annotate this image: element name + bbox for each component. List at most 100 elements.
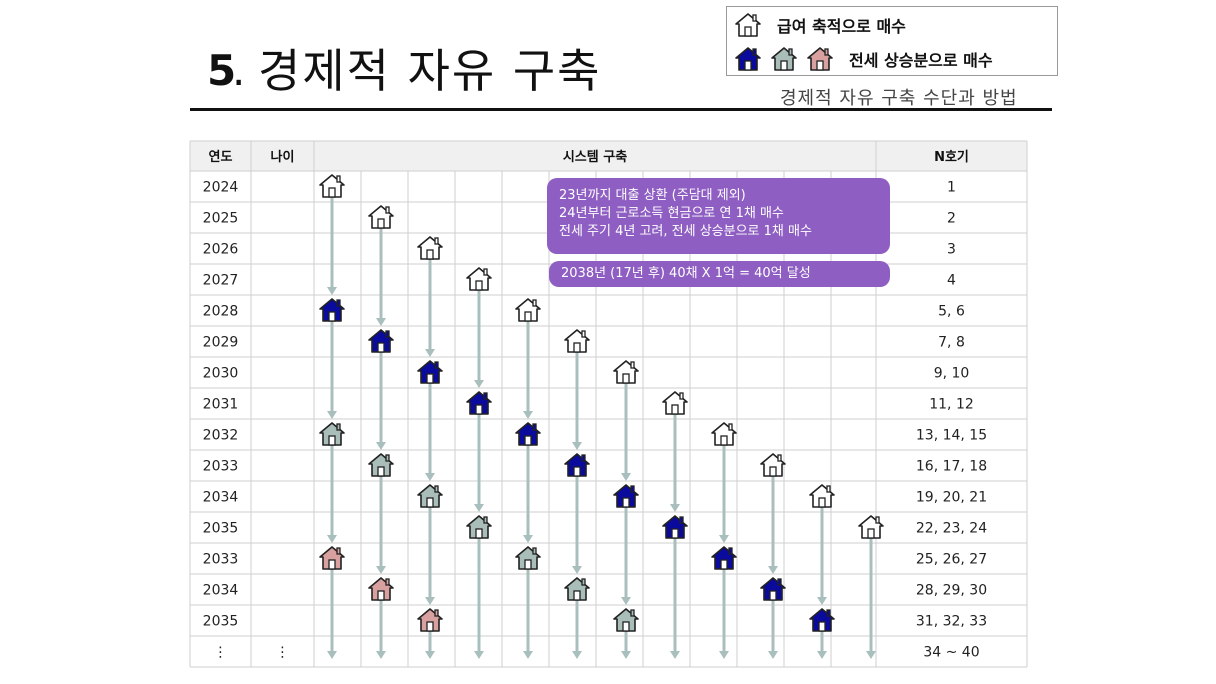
year-cell: 2029 (203, 335, 239, 351)
flow-arrowhead (621, 597, 631, 605)
year-cell: 2033 (203, 459, 239, 475)
house-icon (515, 422, 541, 446)
flow-arrowhead (670, 651, 680, 659)
flow-arrowhead (327, 411, 337, 419)
year-cell: 2033 (203, 552, 239, 568)
house-icon (858, 515, 884, 539)
flow-arrowhead (474, 504, 484, 512)
house-icon (735, 13, 761, 37)
flow-arrowhead (376, 651, 386, 659)
house-icon (368, 205, 394, 229)
flow-arrowhead (474, 651, 484, 659)
year-cell: ⋮ (214, 645, 228, 661)
flow-arrowhead (523, 411, 533, 419)
flow-arrowhead (670, 504, 680, 512)
nth-cell: 9, 10 (934, 366, 970, 382)
legend-label-salary: 급여 축적으로 매수 (777, 17, 906, 36)
flow-arrowhead (621, 651, 631, 659)
house-icon (368, 329, 394, 353)
house-icon (417, 360, 443, 384)
house-icon (809, 608, 835, 632)
house-icon (735, 47, 761, 71)
flow-arrowhead (768, 651, 778, 659)
house-icon (711, 422, 737, 446)
flow-arrowhead (768, 566, 778, 574)
flow-arrowhead (376, 318, 386, 326)
title-number: 5 (207, 46, 237, 95)
nth-cell: 25, 26, 27 (916, 552, 987, 568)
flow-arrowhead (523, 651, 533, 659)
house-icon (711, 546, 737, 570)
age-cell: ⋮ (276, 645, 290, 661)
year-cell: 2035 (203, 614, 239, 630)
year-cell: 2030 (203, 366, 239, 382)
house-icon (771, 47, 797, 71)
house-icon (760, 453, 786, 477)
year-cell: 2024 (203, 180, 239, 196)
table-header-bg (190, 141, 1027, 171)
house-icon (466, 515, 492, 539)
house-icon (613, 608, 639, 632)
legend-label-jeonse: 전세 상승분으로 매수 (849, 51, 993, 70)
nth-cell: 22, 23, 24 (916, 521, 987, 537)
year-cell: 2032 (203, 428, 239, 444)
flow-arrowhead (327, 651, 337, 659)
year-cell: 2026 (203, 242, 239, 258)
flow-arrowhead (719, 535, 729, 543)
house-icon (807, 47, 833, 71)
year-cell: 2034 (203, 490, 239, 506)
flow-arrowhead (376, 442, 386, 450)
flow-arrowhead (425, 349, 435, 357)
flow-arrowhead (572, 651, 582, 659)
flow-arrowhead (327, 535, 337, 543)
house-icon (319, 298, 345, 322)
house-icon (771, 47, 797, 71)
title-divider (190, 108, 1052, 111)
flow-arrowhead (474, 380, 484, 388)
flow-arrowhead (817, 651, 827, 659)
year-cell: 2035 (203, 521, 239, 537)
title-dot: . (232, 46, 246, 95)
house-icon (466, 391, 492, 415)
nth-cell: 7, 8 (938, 335, 965, 351)
flow-arrowhead (866, 651, 876, 659)
year-cell: 2031 (203, 397, 239, 413)
house-icon (417, 608, 443, 632)
nth-cell: 31, 32, 33 (916, 614, 987, 630)
nth-cell: 1 (947, 180, 956, 196)
flow-arrowhead (817, 597, 827, 605)
page-subtitle: 경제적 자유 구축 수단과 방법 (780, 88, 1018, 109)
plan-line-2: 24년부터 근로소득 현금으로 연 1채 매수 (559, 206, 784, 221)
plan-line-3: 전세 주기 4년 고려, 전세 상승분으로 1채 매수 (559, 224, 812, 239)
flow-arrowhead (376, 566, 386, 574)
nth-cell: 19, 20, 21 (916, 490, 987, 506)
goal-callout: 2038년 (17년 후) 40채 X 1억 = 40억 달성 (549, 261, 890, 287)
flow-arrowhead (425, 651, 435, 659)
flow-arrowhead (572, 442, 582, 450)
house-icon (417, 236, 443, 260)
flow-arrowhead (719, 651, 729, 659)
flow-arrowhead (425, 597, 435, 605)
house-icon (319, 546, 345, 570)
year-cell: 2025 (203, 211, 239, 227)
year-cell: 2034 (203, 583, 239, 599)
nth-cell: 11, 12 (929, 397, 974, 413)
legend-row-jeonse: 전세 상승분으로 매수 (733, 45, 993, 73)
house-icon (319, 422, 345, 446)
table-header-system: 시스템 구축 (563, 149, 627, 165)
plan-line-1: 23년까지 대출 상환 (주담대 제외) (559, 188, 746, 203)
house-icon (760, 577, 786, 601)
nth-cell: 4 (947, 273, 956, 289)
house-icon (319, 174, 345, 198)
plan-callout: 23년까지 대출 상환 (주담대 제외) 24년부터 근로소득 현금으로 연 1… (547, 178, 890, 254)
title-text: 경제적 자유 구축 (258, 44, 602, 98)
house-icon (564, 329, 590, 353)
nth-cell: 16, 17, 18 (916, 459, 987, 475)
house-icon (809, 484, 835, 508)
house-icon (807, 47, 833, 71)
house-icon (417, 484, 443, 508)
flow-arrowhead (425, 473, 435, 481)
nth-cell: 28, 29, 30 (916, 583, 987, 599)
goal-text: 2038년 (17년 후) 40채 X 1억 = 40억 달성 (561, 266, 811, 281)
flow-arrowhead (523, 535, 533, 543)
